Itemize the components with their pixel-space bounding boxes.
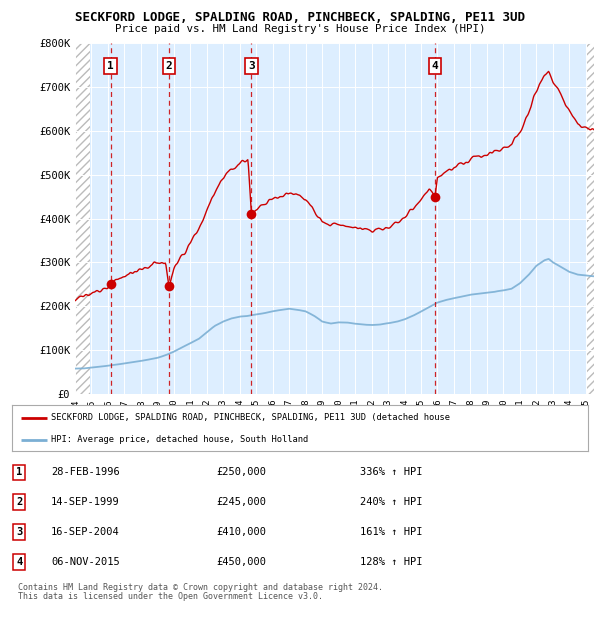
Text: 4: 4 [16,557,22,567]
Text: SECKFORD LODGE, SPALDING ROAD, PINCHBECK, SPALDING, PE11 3UD (detached house: SECKFORD LODGE, SPALDING ROAD, PINCHBECK… [51,414,450,422]
Text: 06-NOV-2015: 06-NOV-2015 [51,557,120,567]
Text: 161% ↑ HPI: 161% ↑ HPI [360,527,422,537]
Text: £245,000: £245,000 [216,497,266,507]
Text: 1: 1 [107,61,114,71]
Text: 3: 3 [16,527,22,537]
Text: 2: 2 [16,497,22,507]
Text: £450,000: £450,000 [216,557,266,567]
Text: 16-SEP-2004: 16-SEP-2004 [51,527,120,537]
Text: This data is licensed under the Open Government Licence v3.0.: This data is licensed under the Open Gov… [18,592,323,601]
Text: SECKFORD LODGE, SPALDING ROAD, PINCHBECK, SPALDING, PE11 3UD: SECKFORD LODGE, SPALDING ROAD, PINCHBECK… [75,11,525,24]
Text: 240% ↑ HPI: 240% ↑ HPI [360,497,422,507]
Text: 14-SEP-1999: 14-SEP-1999 [51,497,120,507]
Text: 3: 3 [248,61,255,71]
Text: 1: 1 [16,467,22,477]
Text: 4: 4 [431,61,439,71]
Text: Price paid vs. HM Land Registry's House Price Index (HPI): Price paid vs. HM Land Registry's House … [115,24,485,33]
Text: 128% ↑ HPI: 128% ↑ HPI [360,557,422,567]
Text: HPI: Average price, detached house, South Holland: HPI: Average price, detached house, Sout… [51,435,308,445]
Text: 28-FEB-1996: 28-FEB-1996 [51,467,120,477]
Text: £250,000: £250,000 [216,467,266,477]
Text: 336% ↑ HPI: 336% ↑ HPI [360,467,422,477]
Text: 2: 2 [166,61,172,71]
Text: £410,000: £410,000 [216,527,266,537]
Text: Contains HM Land Registry data © Crown copyright and database right 2024.: Contains HM Land Registry data © Crown c… [18,583,383,592]
